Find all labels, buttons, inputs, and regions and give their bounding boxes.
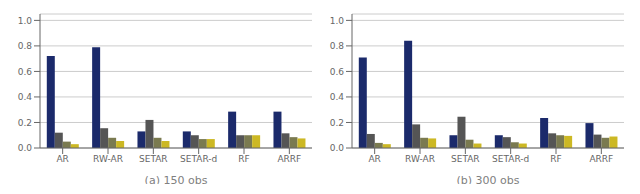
svg-text:0.0: 0.0 — [18, 143, 33, 153]
svg-text:0.2: 0.2 — [18, 118, 32, 128]
svg-text:1.0: 1.0 — [330, 16, 345, 26]
svg-text:SETAR-d: SETAR-d — [492, 154, 529, 164]
svg-text:0.2: 0.2 — [330, 118, 344, 128]
svg-text:SETAR: SETAR — [451, 154, 480, 164]
svg-text:0.8: 0.8 — [330, 41, 345, 51]
svg-text:0.8: 0.8 — [18, 41, 33, 51]
svg-text:RF: RF — [550, 154, 561, 164]
svg-text:0.4: 0.4 — [330, 92, 345, 102]
svg-text:ARRF: ARRF — [277, 154, 301, 164]
svg-text:0.4: 0.4 — [18, 92, 33, 102]
svg-text:0.6: 0.6 — [330, 67, 345, 77]
svg-text:AR: AR — [368, 154, 380, 164]
svg-text:0.0: 0.0 — [330, 143, 345, 153]
svg-text:(b) 300 obs: (b) 300 obs — [457, 174, 520, 184]
svg-text:RW-AR: RW-AR — [93, 154, 123, 164]
svg-text:0.6: 0.6 — [18, 67, 33, 77]
svg-text:ARRF: ARRF — [589, 154, 613, 164]
svg-text:AR: AR — [56, 154, 68, 164]
svg-text:SETAR: SETAR — [139, 154, 168, 164]
svg-text:RW-AR: RW-AR — [405, 154, 435, 164]
svg-text:1.0: 1.0 — [18, 16, 33, 26]
svg-text:SETAR-d: SETAR-d — [180, 154, 217, 164]
svg-text:RF: RF — [238, 154, 249, 164]
svg-text:(a) 150 obs: (a) 150 obs — [145, 174, 208, 184]
